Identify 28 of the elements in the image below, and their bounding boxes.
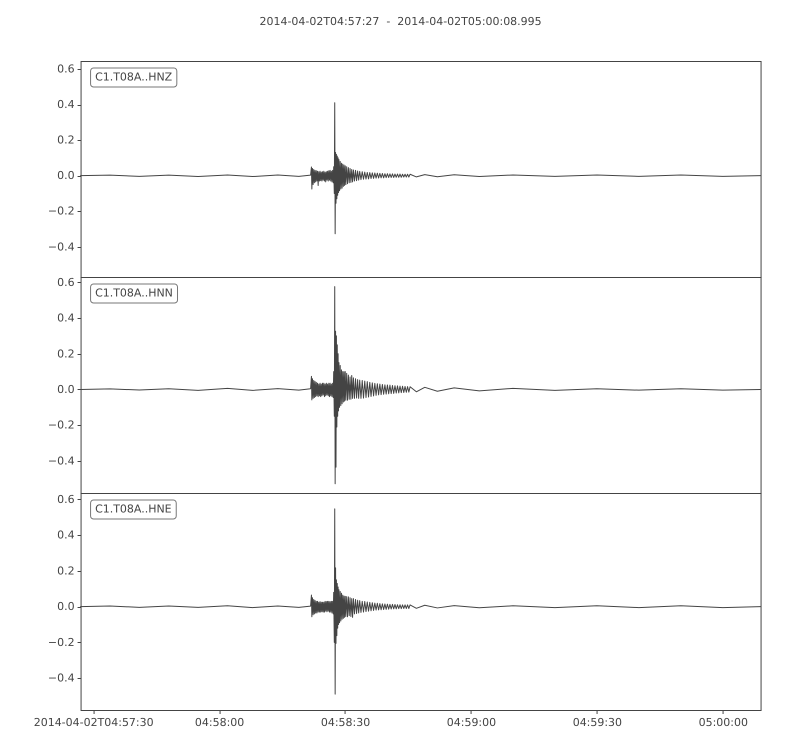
y-tick-label: 0.0 xyxy=(57,382,75,396)
x-tick-label: 05:00:00 xyxy=(698,716,748,729)
y-tick-label: 0.0 xyxy=(57,169,75,182)
x-tick-label: 04:58:30 xyxy=(320,716,370,729)
y-tick-label: 0.6 xyxy=(57,276,75,289)
x-tick-label: 2014-04-02T04:57:30 xyxy=(34,716,154,729)
y-tick-label: 0.4 xyxy=(57,528,75,542)
annotation: C1.T08A..HNZ xyxy=(95,70,173,84)
y-tick-label: 0.2 xyxy=(57,134,75,147)
y-tick-label: 0.6 xyxy=(57,62,75,76)
chart-title: 2014-04-02T04:57:27 - 2014-04-02T05:00:08.995 xyxy=(259,15,542,28)
y-tick-label: 0.4 xyxy=(57,98,75,112)
y-tick-label: −0.4 xyxy=(48,454,75,468)
y-tick-label: 0.6 xyxy=(57,492,75,506)
annotation: C1.T08A..HNN xyxy=(95,286,173,300)
annotation: C1.T08A..HNE xyxy=(95,502,172,516)
y-tick-label: −0.2 xyxy=(48,418,75,432)
x-tick-label: 04:58:00 xyxy=(194,716,244,729)
x-tick-label: 04:59:00 xyxy=(446,716,496,729)
y-tick-label: 0.4 xyxy=(57,312,75,325)
y-tick-label: −0.2 xyxy=(48,636,75,649)
y-tick-label: 0.2 xyxy=(57,347,75,360)
y-tick-label: −0.4 xyxy=(48,240,75,254)
y-tick-label: −0.2 xyxy=(48,204,75,218)
x-tick-label: 04:59:30 xyxy=(572,716,622,729)
y-tick-label: 0.2 xyxy=(57,564,75,578)
y-tick-label: −0.4 xyxy=(48,672,75,685)
y-tick-label: 0.0 xyxy=(57,600,75,614)
